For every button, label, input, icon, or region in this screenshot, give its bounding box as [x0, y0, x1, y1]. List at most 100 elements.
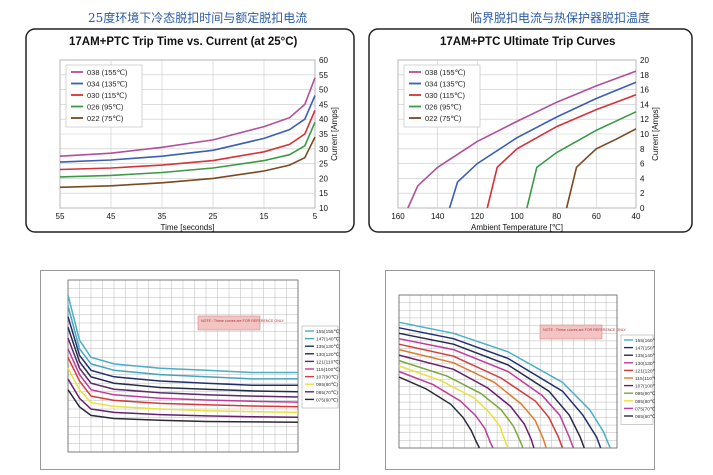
plot-area [67, 279, 299, 453]
x-tick-label: 100 [510, 212, 524, 221]
chart-title: 17AM+PTC Ultimate Trip Curves [440, 36, 615, 48]
series-line [398, 332, 586, 449]
series-line [398, 348, 547, 449]
x-tick-label: 160 [391, 212, 405, 221]
legend-box [301, 325, 339, 409]
y-tick-label: 18 [640, 71, 649, 80]
legend-label: 075(70℃) [635, 406, 655, 412]
series-line [59, 77, 316, 157]
series-line [67, 305, 298, 380]
legend-label: 085(70℃) [316, 390, 338, 396]
legend-label: 115(100℃) [316, 367, 340, 373]
legend-label: 095(90℃) [635, 391, 655, 397]
series-line [398, 321, 611, 449]
y-axis-label: Current [Amps] [651, 107, 660, 161]
y-tick-label: 0 [640, 204, 645, 213]
x-tick-label: 15 [260, 212, 269, 221]
trip-time-vs-current-chart: 17AM+PTC Trip Time vs. Current (at 25°C)… [25, 28, 355, 233]
y-tick-label: 35 [319, 130, 328, 139]
legend-box [403, 64, 481, 128]
legend-label: 121(110℃) [316, 359, 340, 365]
legend-label: 034 (135℃) [87, 80, 128, 89]
y-tick-label: 6 [640, 160, 645, 169]
series-line [59, 109, 316, 171]
x-tick-label: 35 [158, 212, 167, 221]
legend-box [65, 64, 143, 128]
series-line [486, 94, 637, 209]
x-tick-label: 40 [632, 212, 641, 221]
y-tick-label: 16 [640, 86, 649, 95]
note-text: NOTE : These curves are FOR REFERENCE ON… [543, 328, 627, 332]
x-tick-label: 120 [471, 212, 485, 221]
legend-label: 038 (155℃) [425, 68, 466, 77]
y-tick-label: 15 [319, 189, 328, 198]
x-tick-label: 25 [209, 212, 218, 221]
legend-label: 085(80℃) [635, 399, 655, 405]
note-text: NOTE : These curves are FOR REFERENCE ON… [201, 319, 285, 323]
series-line [67, 348, 299, 403]
ultimate-trip-curves-chart: 17AM+PTC Ultimate Trip Curves 0 2 4 6 8 10 12 14… [368, 28, 693, 233]
series-line [59, 136, 316, 189]
series-line [67, 367, 299, 414]
y-tick-label: 20 [640, 56, 649, 65]
legend-label: 155(155℃) [316, 329, 340, 335]
y-tick-label: 10 [319, 204, 328, 213]
legend-label: 095(80℃) [316, 382, 338, 388]
reference-curves-chart-bottom-right: NOTE : These curves are FOR REFERENCE ON… [385, 270, 655, 470]
series-line [67, 337, 299, 398]
y-tick-label: 60 [319, 56, 328, 65]
legend-label: 147(140℃) [316, 337, 340, 343]
left-chinese-title: 25度环境下冷态脱扣时间与额定脱扣电流 [88, 11, 308, 25]
legend-label: 075(60℃) [316, 397, 338, 403]
y-axis-label: Current [Amps] [330, 107, 339, 161]
series-line [67, 316, 298, 387]
chart-title: 17AM+PTC Trip Time vs. Current (at 25°C) [69, 36, 298, 48]
x-tick-label: 45 [107, 212, 116, 221]
legend-label: 026 (95℃) [87, 103, 124, 112]
y-tick-label: 25 [319, 160, 328, 169]
legend-label: 135(130℃) [316, 344, 340, 350]
series-line [398, 365, 509, 449]
y-tick-label: 55 [319, 71, 328, 80]
series-line [398, 343, 564, 449]
right-chinese-title: 临界脱扣电流与热保护器脱扣温度 [470, 11, 651, 25]
series-line [565, 128, 637, 209]
series-line [59, 121, 316, 178]
legend-label: 121(120℃) [635, 368, 655, 374]
y-tick-label: 40 [319, 115, 328, 124]
legend-label: 130(130℃) [635, 361, 655, 367]
series-line [398, 354, 535, 449]
legend-label: 147(150℃) [635, 346, 655, 352]
legend-label: 034 (135℃) [425, 80, 466, 89]
y-tick-label: 4 [640, 174, 645, 183]
reference-curves-chart-bottom-left: NOTE : These curves are FOR REFERENCE ON… [40, 270, 340, 470]
series-line [67, 357, 299, 408]
y-tick-label: 2 [640, 189, 645, 198]
legend-label: 155(160℃) [635, 338, 655, 344]
legend-label: 022 (75℃) [425, 114, 462, 123]
series-line [448, 81, 637, 209]
y-tick-label: 10 [640, 130, 649, 139]
legend-label: 030 (115℃) [87, 91, 127, 100]
x-tick-label: 5 [313, 212, 318, 221]
legend-label: 026 (95℃) [425, 103, 462, 112]
series-line [67, 294, 298, 374]
y-tick-label: 8 [640, 145, 645, 154]
series-line [67, 389, 299, 424]
series-line [59, 95, 316, 163]
legend-label: 107(90℃) [316, 375, 338, 381]
x-axis-label: Time [seconds] [161, 223, 215, 232]
x-tick-label: 140 [431, 212, 445, 221]
note-box [197, 315, 261, 331]
series-line [398, 376, 481, 449]
series-line [398, 359, 524, 449]
x-tick-label: 60 [592, 212, 601, 221]
x-tick-label: 55 [56, 212, 65, 221]
y-tick-label: 14 [640, 100, 649, 109]
series-line [526, 111, 637, 209]
series-line [67, 327, 299, 393]
legend-box [620, 334, 654, 425]
y-tick-label: 12 [640, 115, 649, 124]
series-line [398, 337, 575, 449]
legend-label: 130(120℃) [316, 352, 340, 358]
